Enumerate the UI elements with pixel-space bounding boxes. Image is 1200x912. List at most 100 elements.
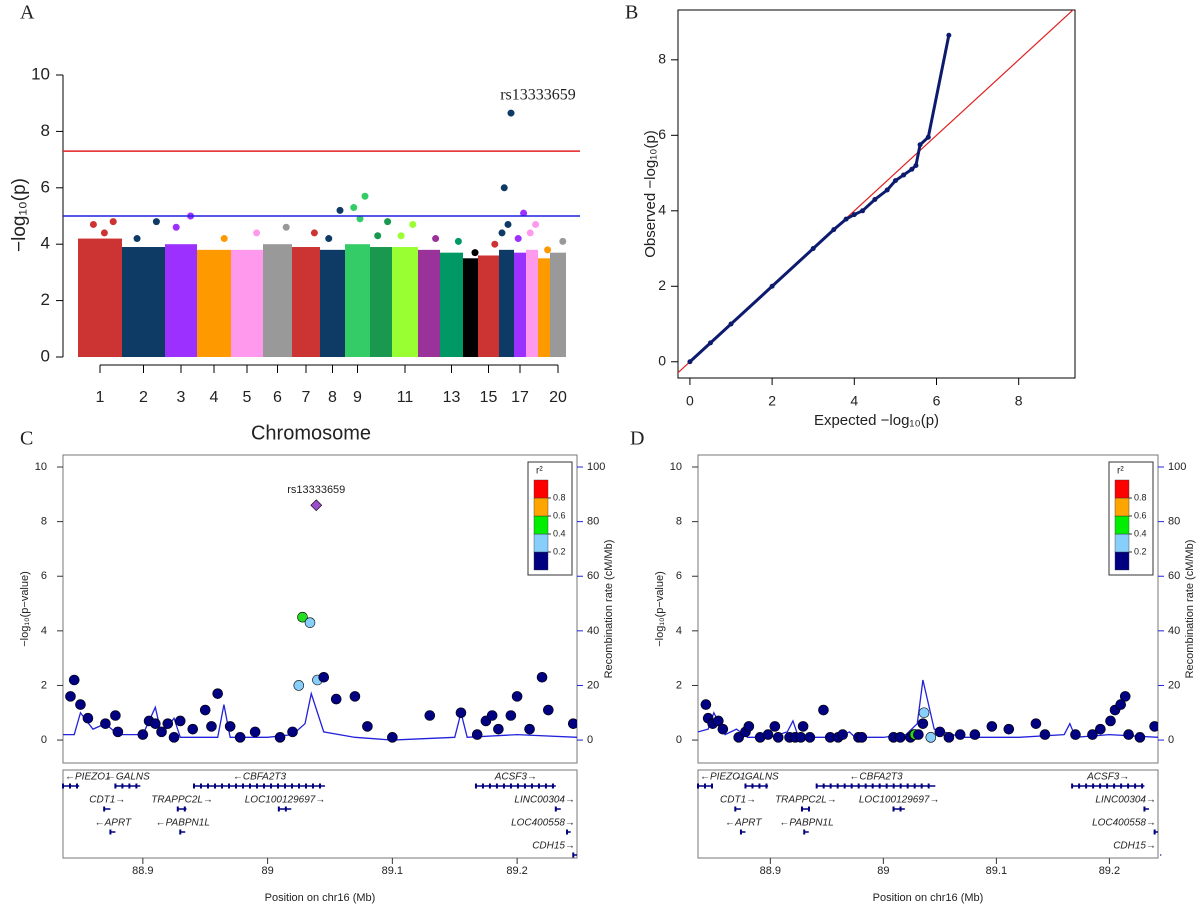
snp-point [1039,729,1051,740]
y-axis-label: Observed −log₁₀(p) [642,130,659,258]
snp-point [713,715,724,727]
gene-exon [481,783,484,789]
gene-exon [502,783,505,789]
snp-point [514,235,522,243]
gene-exon [1071,783,1074,789]
gene-exon [807,806,810,812]
gene-label: ACSF3→ [494,772,537,783]
snp-point [486,710,498,721]
gene-exon [920,783,923,789]
snp-point [397,232,405,240]
snp-point [795,732,807,743]
x-tick-label: 89 [261,865,273,877]
gene-exon [803,829,806,835]
plot-frame [62,454,578,764]
qq-line [688,34,951,363]
gene-exon [544,783,547,789]
legend-swatch [1114,551,1130,571]
gene-label: LOC400558→ [511,818,575,829]
y2-tick-label: 0 [1168,734,1174,746]
snp-point [100,229,108,237]
gene-exon [899,783,902,789]
snp-point [925,732,937,743]
y-tick-label: 8 [658,51,666,67]
x-tick-label: 9 [353,389,362,406]
snp-point [918,707,930,719]
lead-snp-label: rs13333659 [287,484,345,496]
y-tick-label: 0 [676,734,682,746]
legend-swatch [1114,515,1130,535]
snp-point [349,691,361,702]
gene-exon [1120,783,1123,789]
snp-point [282,223,290,231]
gene-exon [572,852,575,858]
y-tick-label: 10 [31,64,50,83]
qq-point [769,283,775,289]
snp-point [68,674,80,686]
snp-point [424,710,436,721]
snp-point [287,726,298,738]
snp-point [772,732,784,743]
snp-point [1030,718,1042,729]
snp-point [297,611,308,623]
snp-cloud [514,252,526,357]
snp-point [536,671,548,683]
snp-point [100,718,111,729]
gene-label: CDT1→ [89,795,125,806]
snp-cloud [370,247,392,357]
gene-exon [304,783,307,789]
y-tick-label: 2 [41,290,50,309]
snp-point [304,617,316,628]
legend-swatch [533,533,549,553]
gene-exon [509,783,512,789]
recombination-line [698,679,1158,739]
y2-tick-label: 60 [587,570,599,582]
snp-cloud [165,244,197,357]
snp-point [274,732,286,743]
gene-exon [734,806,737,812]
y-tick-label: 4 [676,625,682,637]
snp-point [493,723,504,735]
y2-tick-label: 20 [1168,679,1180,691]
snp-cloud [263,244,292,357]
gene-exon [69,783,71,789]
gene-exon [1078,783,1081,789]
x-tick-label: 89.2 [1099,865,1120,877]
snp-cloud [292,247,320,357]
gene-label: ACSF3→ [1086,772,1129,783]
y-tick-label: 2 [658,277,666,293]
gene-exon [899,806,902,812]
y-tick-label: 6 [41,177,50,196]
snp-point [350,204,358,212]
qq-point [707,340,713,346]
x-tick-label: 3 [177,389,186,406]
gene-exon [927,783,930,789]
snp-point [75,699,86,710]
snp-point [524,723,535,735]
qq-point [913,163,919,169]
y-tick-label: 10 [35,461,47,473]
gene-exon [135,783,138,789]
y-tick-label: 6 [658,126,666,142]
snp-point [511,691,523,702]
snp-point [700,699,712,710]
snp-point [504,220,512,228]
x-tick-label: 5 [243,389,252,406]
snp-point [249,726,261,738]
snp-point [1070,729,1081,740]
x-tick-label: 89 [877,865,889,877]
y2-tick-label: 100 [587,461,605,473]
gene-exon [234,783,237,789]
x-tick-label: 88.9 [132,865,153,877]
snp-point [220,235,228,243]
gene-exon [290,783,293,789]
y-tick-label: 8 [676,516,682,528]
gene-exon [850,783,853,789]
gene-exon [206,783,209,789]
snp-point [532,220,540,228]
x-tick-label: 20 [549,389,567,406]
gene-exon [255,783,258,789]
snp-point [943,732,955,743]
panel-label: A [20,2,35,24]
legend-title: r² [1117,466,1124,477]
